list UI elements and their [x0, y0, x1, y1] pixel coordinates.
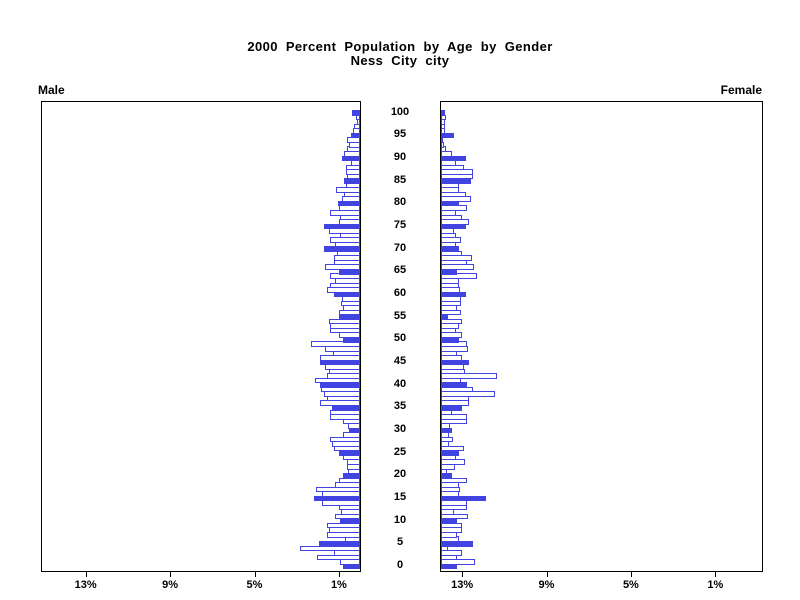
x-axis-tick-label: 13% — [451, 579, 474, 591]
x-axis-tick — [630, 572, 632, 577]
x-axis-tick — [715, 572, 717, 577]
bar-female-age-33 — [441, 414, 468, 420]
age-tick-label-10: 10 — [393, 513, 407, 526]
bar-female-age-15 — [441, 495, 487, 502]
age-tick-label-20: 20 — [393, 468, 407, 481]
male-panel-label: Male — [38, 83, 65, 97]
x-axis-tick-label: 1% — [707, 579, 724, 591]
age-tick-label-60: 60 — [393, 286, 407, 299]
x-axis-tick-label: 9% — [162, 579, 179, 591]
bar-female-age-95 — [441, 132, 454, 139]
x-axis-tick-label: 9% — [538, 579, 555, 591]
female-panel-label: Female — [720, 83, 762, 97]
age-tick-label-25: 25 — [393, 445, 407, 458]
x-axis-tick — [546, 572, 548, 577]
x-axis-tick — [338, 572, 340, 577]
age-tick-label-30: 30 — [393, 422, 407, 435]
age-tick-label-100: 100 — [390, 105, 410, 118]
age-tick-label-75: 75 — [393, 218, 407, 231]
age-tick-label-90: 90 — [393, 150, 407, 163]
age-tick-label-5: 5 — [396, 536, 404, 549]
x-axis-tick-label: 5% — [246, 579, 263, 591]
x-axis-tick — [85, 572, 87, 577]
bar-male-age-49 — [311, 341, 360, 348]
male-pyramid-panel: 13% 9% 5% 1% — [41, 101, 361, 591]
x-axis-tick-label: 5% — [622, 579, 639, 591]
age-tick-label-15: 15 — [393, 490, 407, 503]
bar-female-age-11 — [441, 513, 469, 520]
bar-male-age-97 — [353, 123, 360, 130]
x-axis-tick — [254, 572, 256, 577]
chart-title: 2000 Percent Population by Age by Gender… — [0, 40, 800, 68]
bar-male-age-100 — [351, 110, 360, 116]
bar-female-age-42 — [441, 373, 497, 379]
bar-female-age-19 — [441, 477, 468, 484]
bar-female-age-91 — [441, 151, 452, 157]
age-tick-label-55: 55 — [393, 309, 407, 322]
bar-female-age-100 — [441, 110, 446, 116]
bar-female-age-3 — [441, 550, 463, 556]
age-tick-label-70: 70 — [393, 241, 407, 254]
age-tick-label-80: 80 — [393, 196, 407, 209]
chart-title-line1: 2000 Percent Population by Age by Gender — [247, 39, 553, 54]
age-tick-label-0: 0 — [396, 559, 404, 571]
x-axis-tick — [462, 572, 464, 577]
age-axis: 100 95 90 85 80 75 70 65 60 55 50 45 40 35 30 25 20 15 10 5… — [360, 101, 440, 571]
x-axis-tick — [170, 572, 172, 577]
bar-female-age-90 — [441, 155, 467, 162]
bar-female-age-64 — [441, 273, 477, 280]
age-tick-label-40: 40 — [393, 377, 407, 390]
female-bars-container — [441, 102, 762, 571]
age-tick-label-95: 95 — [393, 128, 407, 141]
female-pyramid-panel: 1% 5% 9% 13% — [440, 101, 763, 591]
bar-female-age-26 — [441, 445, 465, 452]
bar-male-age-5 — [318, 541, 360, 547]
age-tick-label-85: 85 — [393, 173, 407, 186]
age-tick-label-65: 65 — [393, 264, 407, 277]
age-tick-label-35: 35 — [393, 400, 407, 413]
x-axis-tick-label: 13% — [74, 579, 97, 591]
male-bars-container — [42, 102, 360, 571]
bar-female-age-54 — [441, 318, 463, 325]
bar-female-age-1 — [441, 559, 475, 565]
x-axis-tick-label: 1% — [330, 579, 347, 591]
age-tick-label-45: 45 — [393, 354, 407, 367]
age-tick-label-50: 50 — [393, 332, 407, 345]
chart-title-line2: Ness City city — [350, 53, 450, 68]
